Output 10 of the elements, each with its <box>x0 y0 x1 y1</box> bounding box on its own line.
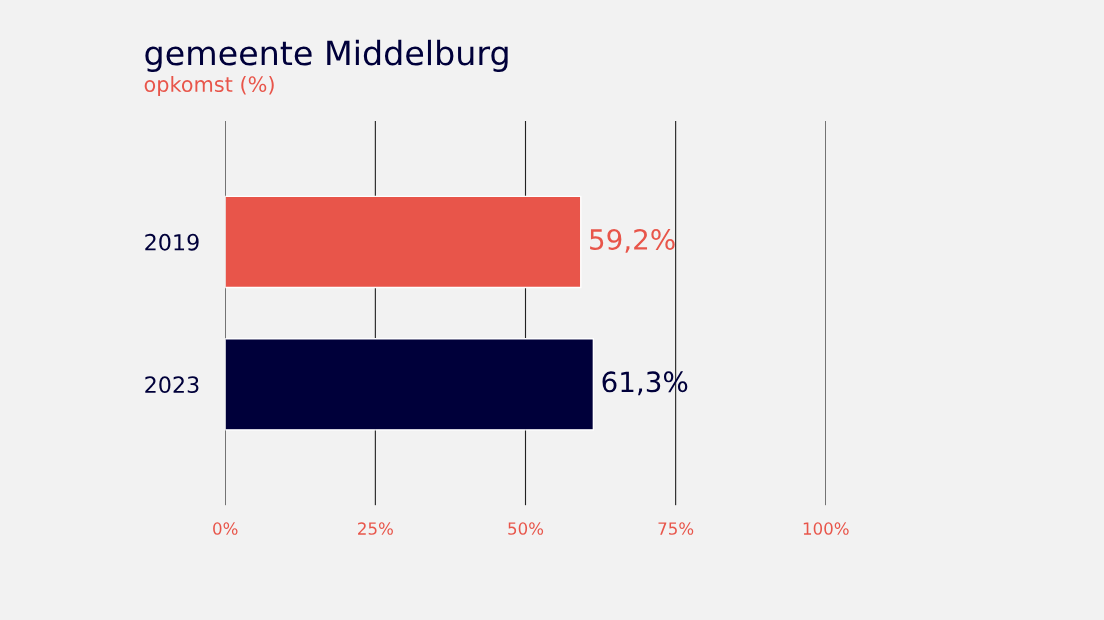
x-tick-label: 0% <box>213 522 238 535</box>
chart-title: gemeente Middelburg <box>145 39 508 73</box>
y-tick-label: 2019 <box>145 233 199 251</box>
x-tick-label: 25% <box>358 522 393 535</box>
data-label: 59,2% <box>590 228 675 253</box>
x-tick-label: 50% <box>508 522 544 535</box>
x-tick-label: 75% <box>658 522 694 535</box>
x-tick-label: 100% <box>803 522 849 535</box>
y-tick-label: 2023 <box>145 376 199 394</box>
chart-subtitle: opkomst (%) <box>144 75 274 97</box>
